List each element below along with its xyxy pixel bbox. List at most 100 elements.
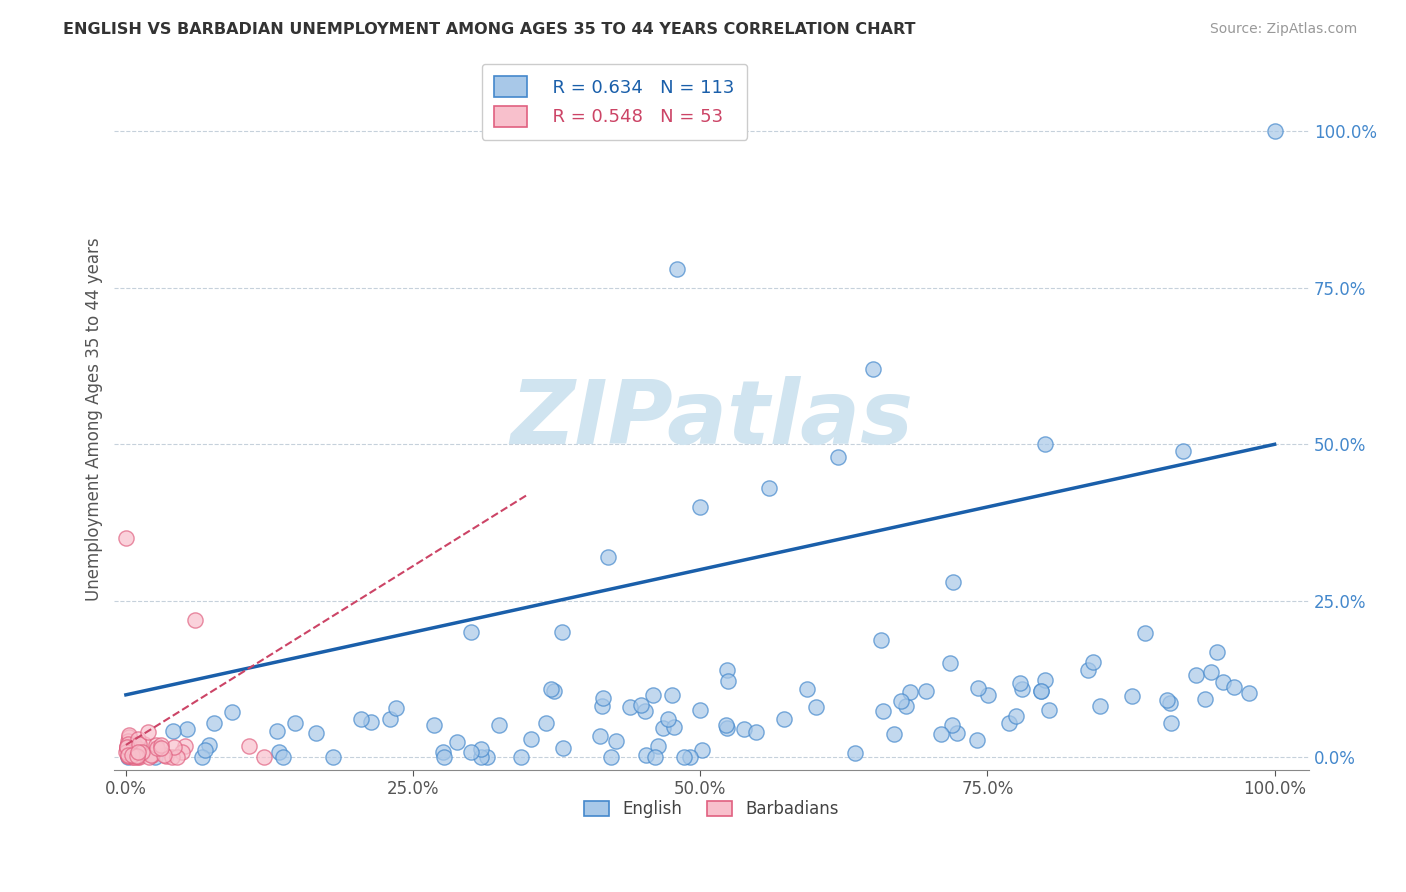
Point <box>690 743 713 757</box>
Point <box>149 738 172 752</box>
Point <box>143 750 166 764</box>
Point <box>679 750 702 764</box>
Text: ENGLISH VS BARBADIAN UNEMPLOYMENT AMONG AGES 35 TO 44 YEARS CORRELATION CHART: ENGLISH VS BARBADIAN UNEMPLOYMENT AMONG … <box>63 22 915 37</box>
Point <box>163 740 186 755</box>
Point <box>827 450 849 464</box>
Point <box>1011 682 1033 697</box>
Point <box>804 699 827 714</box>
Point <box>131 745 153 759</box>
Point <box>672 750 695 764</box>
Point <box>666 262 689 277</box>
Point <box>543 684 565 698</box>
Point <box>714 718 737 732</box>
Point <box>460 625 482 640</box>
Point <box>598 549 620 564</box>
Point <box>155 748 177 763</box>
Point <box>145 738 167 752</box>
Point <box>432 745 454 759</box>
Point <box>589 730 612 744</box>
Point <box>117 749 139 764</box>
Point <box>115 740 138 755</box>
Point <box>127 745 149 759</box>
Point <box>136 725 159 739</box>
Point <box>118 727 141 741</box>
Point <box>271 750 294 764</box>
Point <box>115 745 138 759</box>
Point <box>941 718 963 732</box>
Point <box>121 748 143 763</box>
Point <box>1121 690 1143 704</box>
Point <box>176 722 198 736</box>
Point <box>898 684 921 698</box>
Point <box>551 625 574 640</box>
Legend: English, Barbadians: English, Barbadians <box>578 794 846 825</box>
Point <box>534 715 557 730</box>
Point <box>634 705 657 719</box>
Point <box>1171 443 1194 458</box>
Point <box>540 681 562 696</box>
Point <box>128 742 150 756</box>
Point <box>1239 686 1261 700</box>
Point <box>184 613 207 627</box>
Point <box>305 726 328 740</box>
Point <box>446 735 468 749</box>
Point <box>124 748 146 763</box>
Point <box>121 748 143 763</box>
Point <box>266 723 288 738</box>
Point <box>267 745 290 759</box>
Point <box>1133 625 1156 640</box>
Point <box>605 734 627 748</box>
Point <box>138 750 160 764</box>
Point <box>894 698 917 713</box>
Point <box>153 748 176 763</box>
Point <box>1090 698 1112 713</box>
Point <box>470 742 492 756</box>
Point <box>117 748 139 763</box>
Point <box>125 750 148 764</box>
Point <box>619 700 641 714</box>
Point <box>600 750 623 764</box>
Point <box>115 742 138 756</box>
Point <box>115 531 138 545</box>
Point <box>870 633 893 648</box>
Point <box>284 715 307 730</box>
Point <box>966 732 988 747</box>
Point <box>120 745 142 759</box>
Point <box>796 682 818 697</box>
Point <box>1077 663 1099 677</box>
Point <box>929 727 952 741</box>
Point <box>636 747 658 762</box>
Point <box>998 716 1021 731</box>
Point <box>117 747 139 762</box>
Point <box>115 742 138 756</box>
Point <box>717 674 740 689</box>
Point <box>221 705 243 719</box>
Point <box>194 743 217 757</box>
Point <box>118 746 141 760</box>
Point <box>162 724 184 739</box>
Point <box>592 690 614 705</box>
Point <box>1156 693 1178 707</box>
Point <box>124 749 146 764</box>
Point <box>1206 645 1229 659</box>
Point <box>128 750 150 764</box>
Point <box>488 718 510 732</box>
Point <box>1029 684 1052 698</box>
Point <box>1184 668 1206 682</box>
Point <box>322 750 344 764</box>
Point <box>115 739 138 753</box>
Point <box>1035 673 1057 688</box>
Point <box>1159 696 1181 710</box>
Point <box>1038 703 1060 717</box>
Point <box>630 698 652 712</box>
Point <box>350 712 373 726</box>
Point <box>1033 437 1056 451</box>
Point <box>661 689 683 703</box>
Point <box>470 750 492 764</box>
Point <box>385 700 408 714</box>
Point <box>592 698 614 713</box>
Point <box>1081 655 1104 669</box>
Point <box>118 730 141 744</box>
Point <box>1194 691 1216 706</box>
Point <box>118 746 141 760</box>
